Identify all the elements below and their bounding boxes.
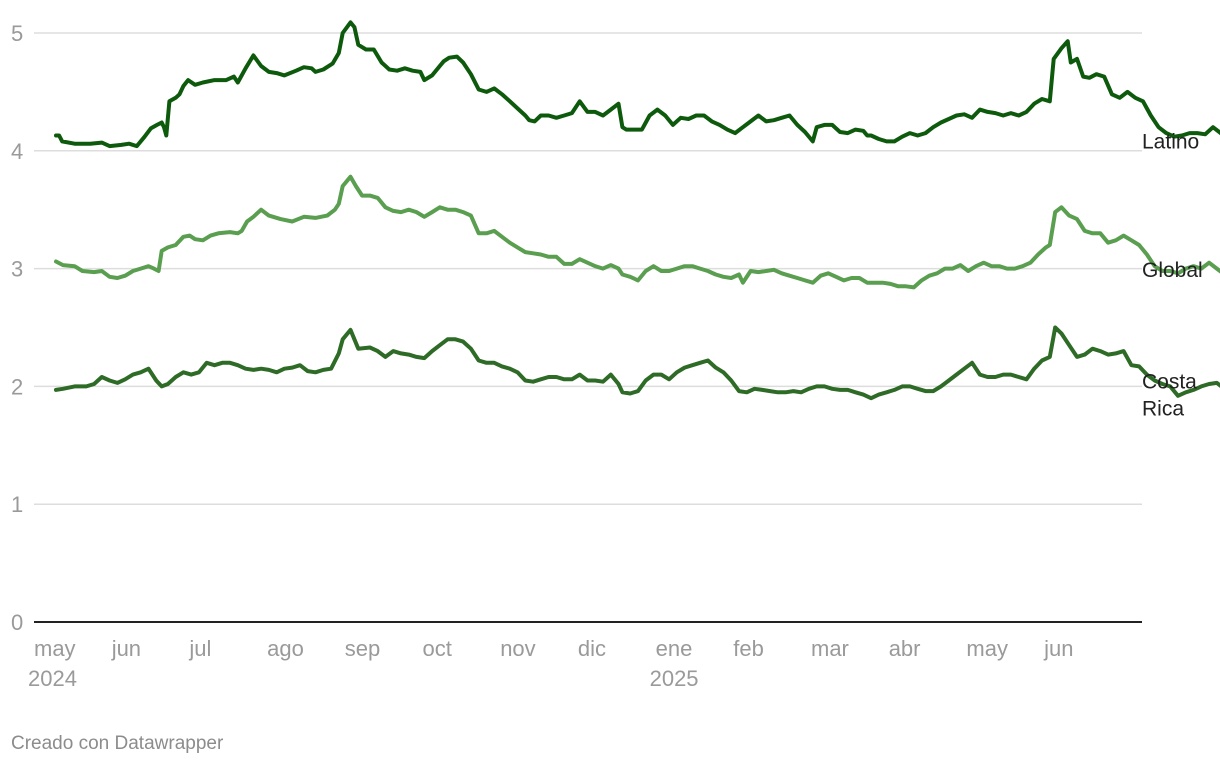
x-axis-tick-labels: may 2024 jun jul ago sep oct nov dic ene 2025 feb ma… bbox=[28, 636, 1073, 691]
series-line-latino bbox=[54, 20, 1220, 149]
series-label: Global bbox=[1142, 259, 1203, 282]
series-label: Costa bbox=[1142, 371, 1197, 394]
x-tick-year-label: 2024 bbox=[28, 666, 77, 691]
series-line-global bbox=[54, 174, 1220, 290]
x-tick-label: feb bbox=[733, 636, 764, 661]
x-tick-label: jul bbox=[188, 636, 211, 661]
x-tick-year-label: 2025 bbox=[650, 666, 699, 691]
y-tick-label: 2 bbox=[11, 374, 23, 399]
x-tick-label: jun bbox=[111, 636, 141, 661]
credit-text: Creado con Datawrapper bbox=[11, 733, 224, 754]
x-tick-label: ago bbox=[267, 636, 304, 661]
x-tick-label: dic bbox=[578, 636, 606, 661]
x-tick-label: sep bbox=[345, 636, 380, 661]
series-lines bbox=[54, 20, 1220, 401]
x-tick-label: mar bbox=[811, 636, 849, 661]
x-tick-label: nov bbox=[500, 636, 535, 661]
y-tick-label: 0 bbox=[11, 610, 23, 635]
x-tick-label: ene bbox=[656, 636, 693, 661]
y-tick-label: 4 bbox=[11, 139, 23, 164]
y-gridlines bbox=[34, 32, 1142, 623]
series-label: Rica bbox=[1142, 398, 1184, 421]
y-tick-label: 5 bbox=[11, 21, 23, 46]
series-labels: Latino Global Costa Rica bbox=[1142, 130, 1203, 420]
y-tick-label: 3 bbox=[11, 257, 23, 282]
x-tick-label: oct bbox=[423, 636, 452, 661]
x-tick-label: may bbox=[966, 636, 1008, 661]
x-tick-label: may bbox=[34, 636, 76, 661]
series-label: Latino bbox=[1142, 130, 1199, 153]
x-tick-label: jun bbox=[1043, 636, 1073, 661]
x-tick-label: abr bbox=[889, 636, 921, 661]
y-tick-label: 1 bbox=[11, 492, 23, 517]
series-line-costa-rica bbox=[54, 325, 1220, 401]
y-axis-tick-labels: 0 1 2 3 4 5 bbox=[11, 21, 23, 635]
